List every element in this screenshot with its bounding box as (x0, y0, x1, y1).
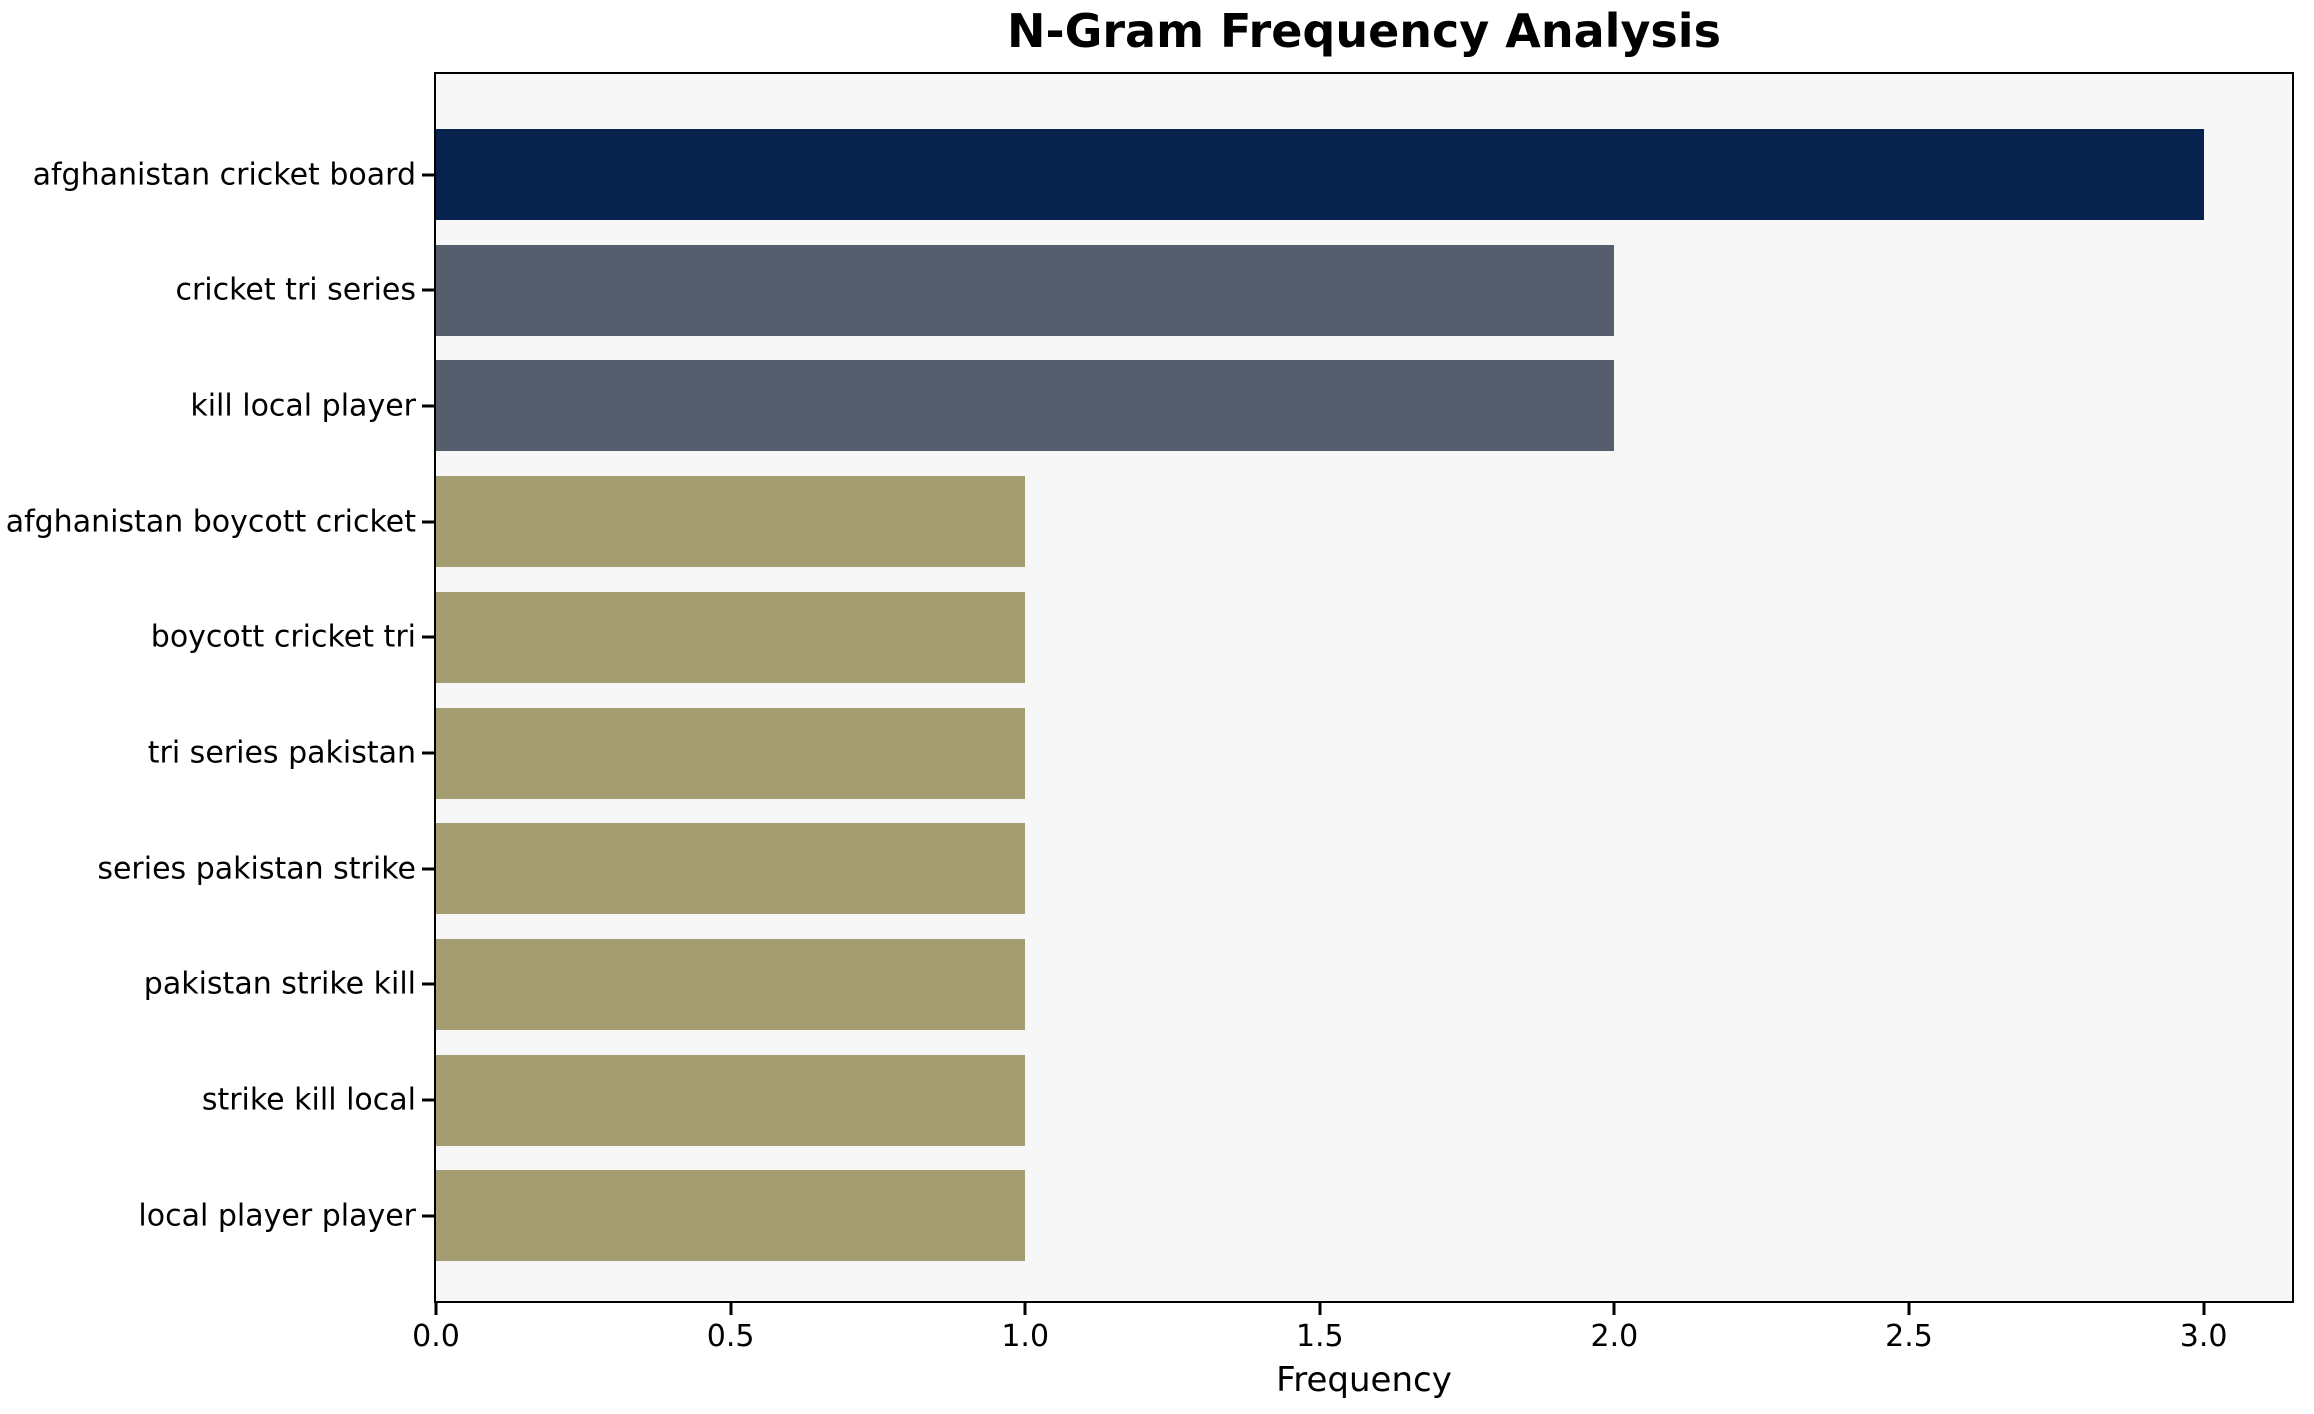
y-tick-mark (422, 1214, 434, 1218)
x-axis-label: Frequency (1276, 1360, 1452, 1400)
y-tick-label: series pakistan strike (97, 851, 416, 887)
bar (436, 938, 1026, 1030)
y-tick-label: pakistan strike kill (143, 966, 416, 1002)
x-tick-mark (729, 1303, 733, 1315)
y-tick-label: kill local player (190, 388, 416, 424)
y-tick-label: strike kill local (201, 1082, 416, 1118)
y-tick-label: afghanistan boycott cricket (5, 504, 416, 540)
bar (436, 360, 1615, 452)
y-tick-mark (422, 982, 434, 986)
y-tick-label: tri series pakistan (147, 735, 416, 771)
bar (436, 1170, 1026, 1262)
bar (436, 476, 1026, 568)
chart-title: N-Gram Frequency Analysis (1007, 4, 1721, 58)
y-tick-mark (422, 1098, 434, 1102)
y-tick-label: cricket tri series (175, 272, 416, 308)
y-tick-mark (422, 288, 434, 292)
x-tick-label: 3.0 (2179, 1319, 2228, 1354)
bar (436, 707, 1026, 799)
x-tick-label: 2.5 (1885, 1319, 1933, 1354)
y-tick-label: afghanistan cricket board (32, 157, 416, 192)
x-tick-label: 1.5 (1295, 1319, 1344, 1354)
x-tick-mark (2202, 1303, 2206, 1315)
y-tick-label: boycott cricket tri (150, 619, 416, 655)
x-tick-mark (434, 1303, 438, 1315)
bar (436, 1054, 1026, 1146)
y-tick-mark (422, 751, 434, 755)
y-tick-mark (422, 404, 434, 408)
y-tick-mark (422, 635, 434, 639)
bar (436, 129, 2204, 220)
x-tick-mark (1612, 1303, 1616, 1315)
y-tick-mark (422, 173, 434, 176)
x-tick-mark (1318, 1303, 1322, 1315)
bar (436, 244, 1615, 336)
plot-area (434, 72, 2294, 1303)
x-tick-mark (1023, 1303, 1027, 1315)
x-tick-label: 2.0 (1590, 1319, 1639, 1354)
bar (436, 823, 1026, 915)
x-tick-label: 1.0 (1001, 1319, 1050, 1354)
x-tick-label: 0.5 (706, 1319, 755, 1354)
bar (436, 591, 1026, 683)
x-tick-label: 0.0 (412, 1319, 460, 1354)
x-tick-mark (1907, 1303, 1911, 1315)
y-tick-mark (422, 520, 434, 524)
y-tick-label: local player player (138, 1198, 416, 1234)
y-tick-mark (422, 867, 434, 871)
